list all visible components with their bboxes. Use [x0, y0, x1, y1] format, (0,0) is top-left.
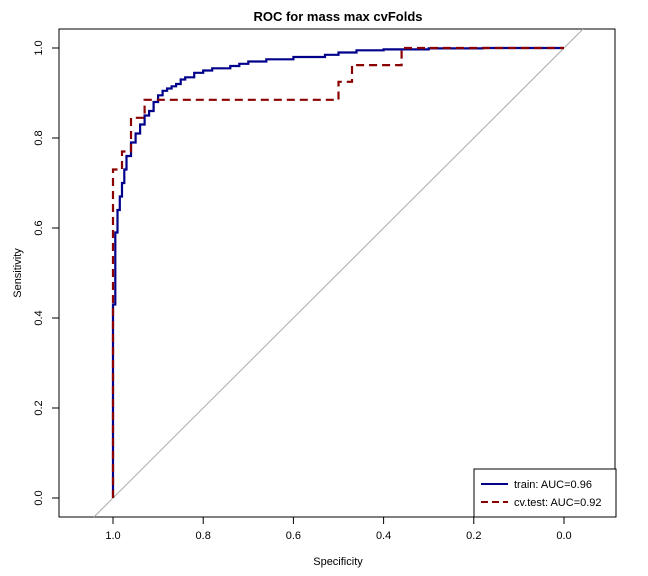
y-tick-label: 0.8 [33, 130, 45, 145]
y-axis: 0.0 0.2 0.4 0.6 0.8 1.0 [33, 40, 60, 506]
x-axis: 1.0 0.8 0.6 0.4 0.2 0.0 [105, 516, 572, 542]
y-tick-label: 1.0 [33, 40, 45, 55]
diagonal-reference [93, 28, 584, 518]
x-tick-label: 0.6 [286, 530, 301, 542]
x-axis-label: Specificity [313, 556, 363, 568]
chart-title: ROC for mass max cvFolds [253, 9, 422, 24]
plot-frame [58, 28, 616, 518]
legend-label-train: train: AUC=0.96 [514, 479, 592, 491]
x-tick-label: 0.8 [196, 530, 211, 542]
y-tick-label: 0.2 [33, 400, 45, 415]
x-tick-label: 0.2 [466, 530, 481, 542]
roc-curve-train [111, 46, 564, 498]
x-tick-label: 0.4 [376, 530, 391, 542]
legend-box [473, 468, 617, 518]
y-tick-label: 0.4 [33, 310, 45, 325]
y-tick-label: 0.0 [33, 490, 45, 505]
diagonal-line [93, 28, 584, 518]
legend: train: AUC=0.96 cv.test: AUC=0.92 [473, 468, 617, 518]
y-axis-label: Sensitivity [12, 248, 24, 298]
x-tick-label: 0.0 [556, 530, 571, 542]
x-tick-label: 1.0 [105, 530, 120, 542]
roc-curve-test [111, 46, 564, 498]
y-tick-label: 0.6 [33, 220, 45, 235]
legend-label-test: cv.test: AUC=0.92 [514, 497, 602, 509]
roc-curves [111, 46, 564, 498]
